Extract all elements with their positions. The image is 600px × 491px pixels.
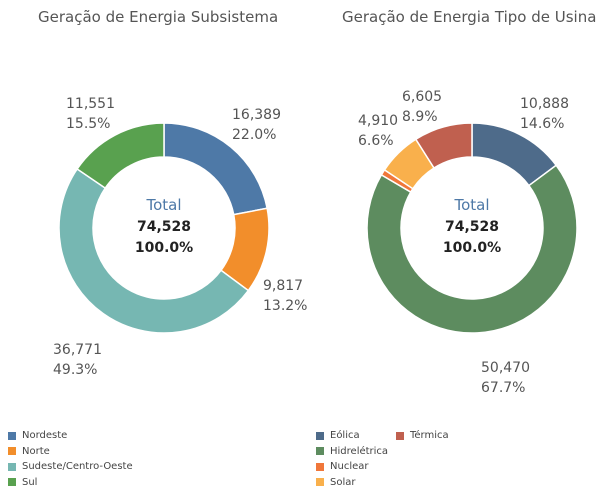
data-label-termica: 6,605 8.9%: [402, 89, 442, 125]
data-label-norte: 9,817 13.2%: [263, 278, 307, 314]
legend-swatch: [8, 431, 16, 440]
center-total-value: 74,528: [445, 219, 499, 235]
legend-label: Nordeste: [22, 430, 68, 442]
legend-label: Solar: [330, 476, 356, 488]
legend-swatch: [316, 462, 324, 471]
legend-item-solar[interactable]: Solar: [316, 475, 388, 491]
data-label-solar: 4,910 6.6%: [358, 113, 398, 149]
center-label-total: Total: [453, 196, 489, 214]
legend-swatch: [316, 447, 324, 456]
legend-label: Sul: [22, 476, 38, 488]
legend-item-sudeste-centro-oeste[interactable]: Sudeste/Centro-Oeste: [8, 459, 133, 475]
center-label-total: Total: [145, 196, 181, 214]
legend-swatch: [316, 431, 324, 440]
legend-label: Nuclear: [330, 461, 369, 473]
legend-item-sul[interactable]: Sul: [8, 475, 133, 491]
legend-item-norte[interactable]: Norte: [8, 444, 133, 460]
legend-label: Norte: [22, 445, 50, 457]
slice-sul[interactable]: [76, 122, 165, 190]
data-label-sul: 11,551 15.5%: [66, 96, 115, 132]
data-label-hidreletrica: 50,470 67.7%: [481, 360, 530, 396]
chart-title-subsistema: Geração de Energia Subsistema: [38, 8, 279, 26]
legend-item-nordeste[interactable]: Nordeste: [8, 428, 133, 444]
legend-subsistema: Nordeste Norte Sudeste/Centro-Oeste Sul: [8, 428, 133, 490]
legend-tipo-usina-col2: Térmica: [396, 428, 449, 444]
legend-item-hidreletrica[interactable]: Hidrelétrica: [316, 444, 388, 460]
legend-item-eolica[interactable]: Eólica: [316, 428, 388, 444]
legend-swatch: [8, 447, 16, 456]
data-label-sudeste-centro-oeste: 36,771 49.3%: [53, 342, 102, 378]
legend-label: Térmica: [410, 430, 449, 442]
data-label-eolica: 10,888 14.6%: [520, 96, 569, 132]
legend-swatch: [8, 462, 16, 471]
legend-swatch: [8, 478, 16, 487]
slice-termica[interactable]: [414, 122, 473, 170]
legend-label: Hidrelétrica: [330, 445, 389, 457]
center-total-value: 74,528: [137, 219, 191, 235]
center-total-percent: 100.0%: [135, 240, 193, 256]
legend-label: Eólica: [330, 430, 360, 442]
legend-swatch: [316, 478, 324, 487]
slice-sudeste-centro-oeste[interactable]: [58, 167, 250, 334]
legend-item-nuclear[interactable]: Nuclear: [316, 459, 388, 475]
slice-hidreletrica[interactable]: [366, 164, 578, 334]
legend-swatch: [396, 431, 404, 440]
center-total-percent: 100.0%: [443, 240, 501, 256]
legend-label: Sudeste/Centro-Oeste: [22, 461, 133, 473]
chart-title-tipo-usina: Geração de Energia Tipo de Usina: [342, 8, 597, 26]
legend-tipo-usina-col1: Eólica Hidrelétrica Nuclear Solar: [316, 428, 388, 490]
data-label-nordeste: 16,389 22.0%: [232, 107, 281, 143]
legend-item-termica[interactable]: Térmica: [396, 428, 449, 444]
